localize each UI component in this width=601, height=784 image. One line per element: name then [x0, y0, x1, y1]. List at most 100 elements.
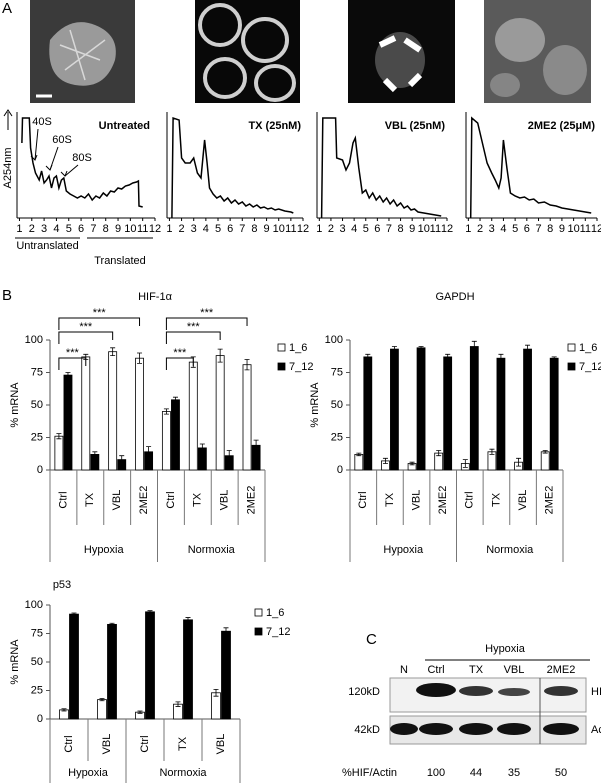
error-bar [185, 617, 191, 623]
x-tick-label: Ctrl [139, 735, 151, 752]
y-axis-label: A254nm [2, 148, 14, 189]
x-tick-label: 10 [418, 223, 430, 235]
bar [107, 623, 117, 720]
group-label: Normoxia [188, 544, 236, 556]
chart-title: 2ME2 (25μM) [528, 120, 596, 132]
x-tick-label: TX [177, 736, 189, 751]
bar [183, 619, 193, 720]
error-bar [163, 408, 169, 415]
bar [354, 453, 364, 471]
x-tick-label: 6 [524, 223, 530, 235]
chart-title: HIF-1α [138, 291, 173, 303]
bar [443, 356, 453, 471]
x-tick-label: 6 [227, 223, 233, 235]
bar [135, 357, 144, 471]
significance-bracket [58, 331, 114, 344]
bar [69, 613, 79, 720]
error-bar [147, 610, 153, 614]
error-bar [146, 446, 152, 458]
error-bar [382, 457, 388, 464]
x-tick-label: 1 [16, 223, 22, 235]
y-tick-label: 100 [25, 599, 43, 611]
band [390, 723, 418, 735]
significance-label: *** [187, 321, 201, 333]
peak-arrow-head [60, 170, 68, 177]
x-tick-label: 8 [547, 223, 553, 235]
fraction-label: Untranslated [16, 240, 78, 252]
significance-label: *** [79, 321, 93, 333]
legend-swatch [567, 362, 576, 371]
bar [97, 699, 107, 720]
error-bar [217, 348, 223, 363]
x-tick-label: 7 [386, 223, 392, 235]
x-tick-label: 3 [489, 223, 495, 235]
significance-bracket [58, 357, 87, 370]
cell [543, 45, 587, 95]
y-tick-label: 75 [331, 366, 343, 378]
lane-label: VBL [504, 664, 525, 676]
bar [145, 611, 155, 720]
band [498, 688, 530, 696]
y-axis-label: % mRNA [9, 639, 21, 685]
error-bar [65, 372, 71, 379]
x-tick-label: 7 [90, 223, 96, 235]
x-tick-label: 2ME2 [245, 486, 257, 515]
group-label: Hypoxia [84, 544, 125, 556]
error-bar [391, 346, 397, 353]
bar [215, 355, 225, 471]
x-tick-label: TX [490, 492, 502, 507]
x-tick-label: 7 [535, 223, 541, 235]
x-tick-label: 1 [465, 223, 471, 235]
significance-label: *** [66, 347, 80, 359]
x-tick-label: TX [384, 492, 396, 507]
blot-bands [389, 677, 587, 745]
error-bar [213, 688, 219, 697]
legend-swatch [254, 627, 263, 636]
peak-arrow-head [45, 164, 53, 171]
error-bar [525, 344, 531, 354]
chart-title: VBL (25nM) [385, 120, 446, 132]
bar [496, 357, 506, 471]
error-bar [137, 352, 143, 364]
y-tick-label: 100 [25, 334, 43, 346]
significance-bracket [165, 331, 221, 344]
error-bar [71, 612, 77, 616]
x-tick-label: VBL [111, 490, 123, 511]
error-bar [436, 450, 442, 457]
legend-swatch [277, 362, 286, 371]
x-tick-label: 8 [251, 223, 257, 235]
error-bar [253, 439, 259, 451]
y-tick-label: 25 [31, 684, 43, 696]
bar [416, 347, 426, 471]
y-tick-label: 0 [337, 464, 343, 476]
bar [161, 411, 171, 471]
x-tick-label: Ctrl [63, 735, 75, 752]
error-bar [92, 451, 98, 458]
x-tick-label: 1 [166, 223, 172, 235]
error-bar [516, 457, 522, 467]
panel-label: B [2, 287, 12, 304]
significance-bracket [165, 317, 248, 330]
profile-trace [469, 116, 592, 219]
y-tick-label: 0 [37, 464, 43, 476]
blot-marker: 120kD [348, 686, 380, 698]
group-label: Hypoxia [383, 544, 424, 556]
error-bar [365, 353, 371, 360]
x-tick-label: VBL [517, 490, 529, 511]
x-tick-label: 2 [477, 223, 483, 235]
peak-arrow [34, 128, 39, 161]
x-tick-label: 8 [398, 223, 404, 235]
band [459, 723, 493, 735]
filaments [59, 29, 106, 81]
bar [549, 357, 559, 471]
x-tick-label: 12 [149, 223, 161, 235]
y-tick-label: 0 [37, 713, 43, 725]
error-bar [199, 443, 205, 453]
bar [63, 374, 73, 471]
ratio-value: 44 [470, 767, 482, 779]
bar [188, 361, 198, 471]
x-tick-label: Ctrl [57, 491, 69, 508]
legend-label: 7_12 [266, 626, 290, 638]
x-tick-label: 4 [500, 223, 506, 235]
